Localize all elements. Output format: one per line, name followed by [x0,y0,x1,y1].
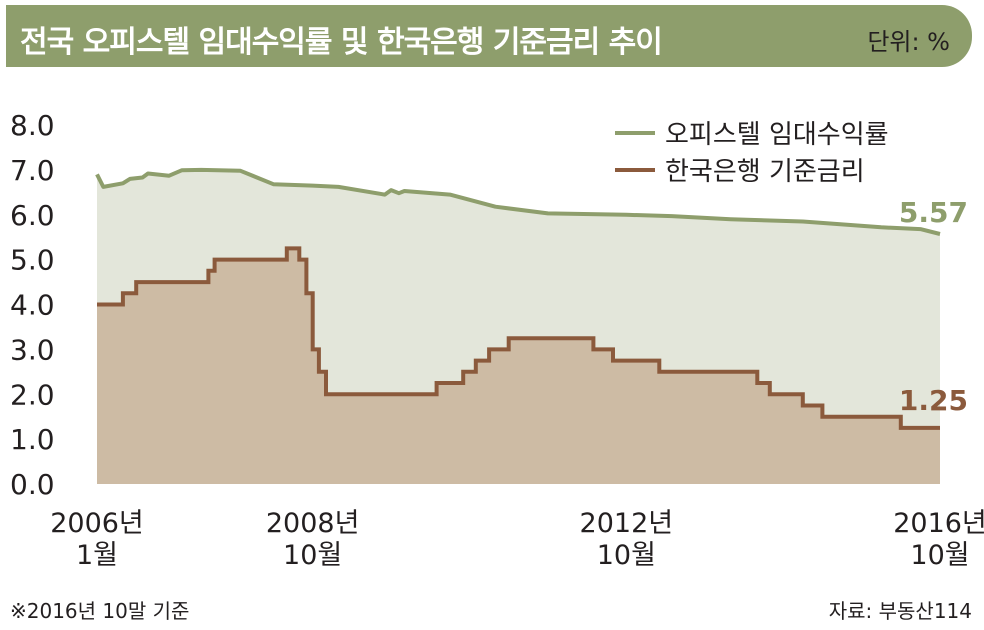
y-tick-label: 8.0 [10,109,55,142]
x-tick-label: 2006년 [50,508,144,539]
office-yield-end-label: 5.57 [899,196,968,229]
footnote: ※2016년 10말 기준 [10,595,189,624]
y-tick-label: 0.0 [10,468,55,501]
y-tick-label: 7.0 [10,154,55,187]
y-tick-label: 5.0 [10,244,55,277]
y-tick-label: 6.0 [10,199,55,232]
legend-label-base-rate: 한국은행 기준금리 [665,157,865,187]
x-tick-label: 10월 [283,540,342,571]
x-tick-label: 1월 [76,540,118,571]
base-rate-end-label: 1.25 [899,384,968,417]
x-tick-label: 2012년 [580,508,674,539]
y-tick-label: 2.0 [10,378,55,411]
y-tick-label: 1.0 [10,423,55,456]
x-tick-label: 2008년 [266,508,360,539]
x-tick-label: 10월 [597,540,656,571]
legend-label-office-yield: 오피스텔 임대수익률 [665,120,889,150]
y-tick-label: 3.0 [10,333,55,366]
y-tick-label: 4.0 [10,289,55,322]
x-tick-label: 2016년 [893,508,984,539]
x-tick-label: 10월 [910,540,969,571]
source-note: 자료: 부동산114 [829,595,972,624]
